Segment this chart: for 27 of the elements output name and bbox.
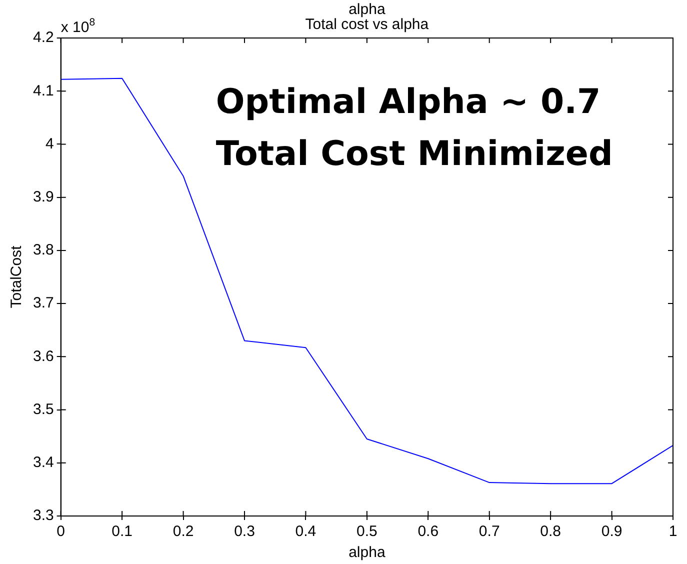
y-tick-label: 3.4 bbox=[32, 454, 54, 472]
x-tick-label: 0.5 bbox=[356, 523, 378, 540]
x-tick-label: 0.8 bbox=[540, 523, 561, 540]
y-tick-label: 3.9 bbox=[32, 188, 54, 206]
y-tick-label: 3.3 bbox=[32, 507, 54, 524]
y-tick-label: 3.6 bbox=[32, 348, 54, 365]
x-tick-label: 0.2 bbox=[172, 523, 194, 540]
x2-axis-title: alpha bbox=[348, 1, 386, 18]
x-tick-label: 0.7 bbox=[478, 523, 500, 540]
y-tick-label: 4.1 bbox=[32, 82, 54, 100]
annotation: Total Cost Minimized bbox=[216, 134, 613, 174]
chart-title: Total cost vs alpha bbox=[305, 16, 430, 33]
y-axis-title: TotalCost bbox=[8, 244, 26, 308]
x-tick-label: 0.1 bbox=[112, 523, 132, 540]
annotation: Optimal Alpha ~ 0.7 bbox=[216, 82, 601, 122]
y-tick-label: 3.7 bbox=[32, 294, 54, 312]
y-tick-label: 3.5 bbox=[32, 400, 54, 418]
x-tick-label: 1 bbox=[668, 523, 678, 540]
y-tick-label: 4.2 bbox=[32, 29, 54, 46]
y-tick-label: 4 bbox=[46, 135, 54, 152]
x-axis-title: alpha bbox=[348, 544, 386, 562]
y-tick-label: 3.8 bbox=[32, 242, 54, 259]
x-tick-label: 0.6 bbox=[418, 523, 439, 540]
x-tick-label: 0.4 bbox=[295, 523, 316, 540]
x-tick-label: 0.9 bbox=[601, 523, 622, 540]
x-tick-label: 0.3 bbox=[234, 523, 255, 540]
x-tick-label: 0 bbox=[56, 523, 66, 540]
